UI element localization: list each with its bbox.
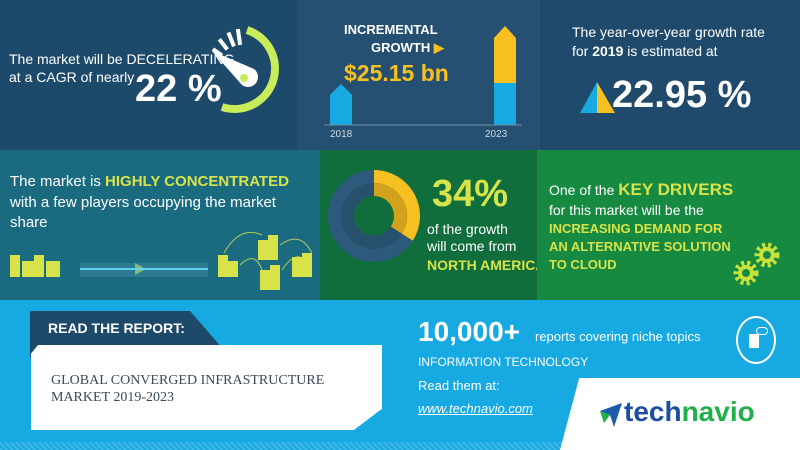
concentration-text-2: with a few players occupying the market (10, 194, 276, 211)
region-name: NORTH AMERICA (427, 257, 537, 273)
region-text-2: will come from (427, 238, 517, 254)
report-count: 10,000+ (418, 316, 520, 347)
concentration-highlight: HIGHLY CONCENTRATED (105, 173, 289, 190)
concentration-text-1: The market is HIGHLY CONCENTRATED (10, 173, 289, 190)
yoy-pre: for (572, 43, 589, 59)
cagr-panel: The market will be DECELERATING at a CAG… (0, 0, 297, 150)
buildings-illustration (10, 231, 313, 290)
yoy-text-2: for 2019 is estimated at (572, 43, 718, 59)
report-title-1: GLOBAL CONVERGED INFRASTRUCTURE (51, 373, 325, 388)
speedometer-icon (212, 26, 279, 113)
bar-2023-increment (494, 26, 516, 83)
arrow-right-icon: ▶ (433, 40, 444, 55)
yoy-panel: The year-over-year growth rate for 2019 … (540, 0, 800, 150)
bar-2023-base (494, 83, 516, 125)
concentration-text-3: share (10, 214, 48, 231)
cagr-text-1: The market will be DECELERATING (9, 51, 235, 67)
it-icon (736, 316, 776, 364)
driver-line-3: TO CLOUD (549, 257, 617, 272)
report-title-card[interactable]: GLOBAL CONVERGED INFRASTRUCTURE MARKET 2… (31, 345, 382, 430)
logo-part2: navio (681, 396, 755, 427)
year-2023: 2023 (485, 129, 508, 140)
region-panel: 34% of the growth will come from NORTH A… (320, 150, 537, 300)
cagr-text-2: at a CAGR of nearly (9, 69, 135, 85)
drivers-pre: One of the (549, 182, 615, 198)
yoy-post: is estimated at (627, 43, 718, 59)
category: INFORMATION TECHNOLOGY (418, 355, 589, 369)
growth-title-1: INCREMENTAL (344, 22, 438, 37)
report-label: READ THE REPORT: (48, 320, 185, 336)
region-donut (328, 170, 420, 262)
technavio-link[interactable]: www.technavio.com (418, 401, 533, 416)
report-title-2: MARKET 2019-2023 (51, 390, 175, 405)
yoy-text-1: The year-over-year growth rate (572, 24, 765, 40)
region-text-1: of the growth (427, 221, 508, 237)
driver-line-1: INCREASING DEMAND FOR (549, 221, 723, 236)
growth-value: $25.15 bn (344, 60, 449, 86)
yoy-value: 22.95 % (612, 74, 752, 116)
growth-panel: INCREMENTAL GROWTH ▶ $25.15 bn 2018 2023 (297, 0, 540, 150)
drivers-panel: One of the KEY DRIVERS for this market w… (537, 150, 800, 300)
triangle-icon (580, 82, 615, 113)
bar-2018 (330, 84, 352, 125)
concentration-pre: The market is (10, 173, 101, 190)
growth-bars (324, 26, 522, 126)
gears-icon (733, 242, 780, 286)
concentration-panel: The market is HIGHLY CONCENTRATED with a… (0, 150, 320, 300)
drivers-text-1: One of the KEY DRIVERS (549, 180, 733, 200)
year-2018: 2018 (330, 129, 353, 140)
region-value: 34% (432, 173, 509, 215)
growth-title-2: GROWTH ▶ (371, 40, 444, 56)
read-them: Read them at: (418, 378, 500, 393)
logo-part1: tech (624, 396, 682, 427)
technavio-logo: technavio (624, 396, 755, 428)
logo-bg (560, 378, 800, 450)
cagr-value: 22 % (135, 68, 222, 110)
report-count-text: reports covering niche topics (535, 329, 701, 344)
growth-title-2-text: GROWTH (371, 40, 431, 55)
drivers-highlight: KEY DRIVERS (618, 180, 734, 199)
drivers-text-2: for this market will be the (549, 202, 704, 218)
yoy-year: 2019 (592, 43, 624, 59)
footer-panel: READ THE REPORT: GLOBAL CONVERGED INFRAS… (0, 300, 800, 450)
technavio-logo-icon (600, 403, 622, 427)
driver-line-2: AN ALTERNATIVE SOLUTION (549, 239, 731, 254)
